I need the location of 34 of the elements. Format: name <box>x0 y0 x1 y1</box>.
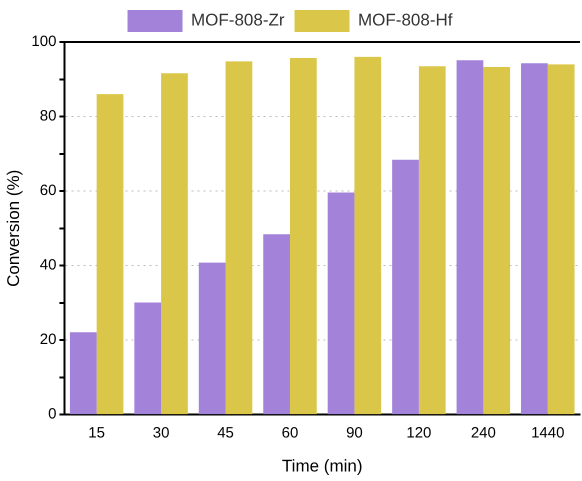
bar <box>134 302 162 414</box>
y-tick-label: 60 <box>40 182 56 200</box>
bar <box>456 60 484 414</box>
x-tick-label: 90 <box>346 424 363 442</box>
x-tick-label: 30 <box>152 424 170 442</box>
x-tick-label: 1440 <box>531 424 564 442</box>
bar <box>263 234 290 414</box>
y-tick-label: 100 <box>31 33 56 50</box>
bar <box>354 56 382 414</box>
x-tick-label: 240 <box>470 424 496 442</box>
y-tick-label: 80 <box>40 108 56 125</box>
x-tick-label: 45 <box>217 424 234 442</box>
x-tick-label: 15 <box>88 424 105 442</box>
bar <box>161 73 188 414</box>
y-axis-title: Conversion (%) <box>4 170 23 287</box>
bar <box>328 192 354 414</box>
bar <box>418 66 446 414</box>
bar <box>290 58 317 414</box>
y-tick-label: 20 <box>40 331 56 348</box>
y-tick-label: 0 <box>48 406 56 423</box>
bar <box>521 63 548 414</box>
x-axis-title: Time (min) <box>282 456 363 476</box>
bar <box>483 66 510 414</box>
bar <box>392 160 419 414</box>
bar <box>70 332 97 414</box>
x-tick-label: 60 <box>282 424 298 442</box>
bar <box>198 262 226 414</box>
bar <box>548 64 575 414</box>
bar <box>96 94 124 414</box>
bar <box>226 61 252 414</box>
legend-label: MOF-808-Hf <box>358 10 453 30</box>
x-tick-label: 120 <box>406 424 432 442</box>
legend-label: MOF-808-Zr <box>191 10 285 30</box>
y-tick-label: 40 <box>40 256 56 274</box>
